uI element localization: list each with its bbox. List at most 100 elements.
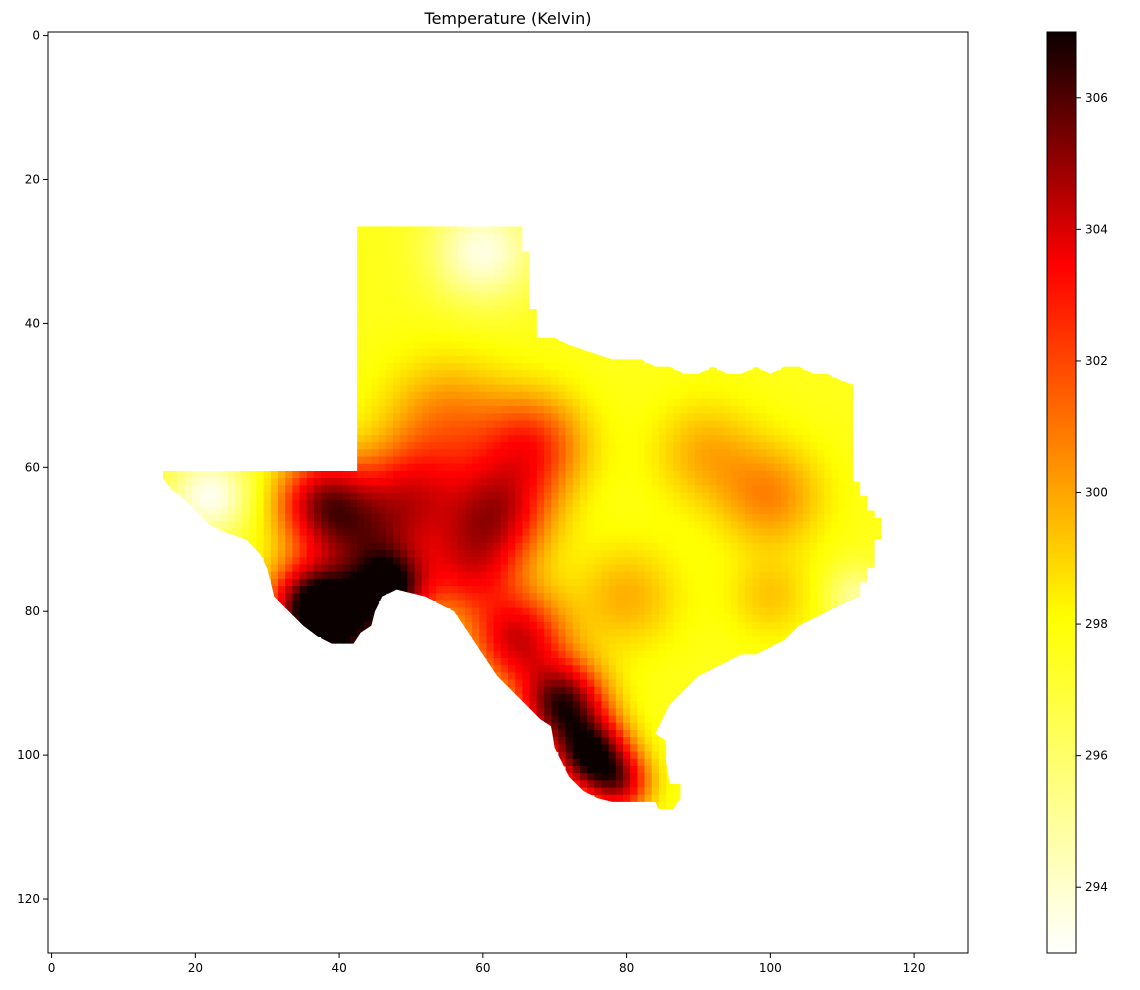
heatmap-cell — [694, 449, 703, 458]
heatmap-cell — [206, 514, 214, 522]
heatmap-cell — [486, 478, 495, 486]
heatmap-cell — [407, 470, 416, 479]
heatmap-cell — [795, 607, 804, 616]
heatmap-cell — [579, 758, 588, 767]
heatmap-cell — [508, 470, 516, 479]
heatmap-cell — [479, 298, 488, 307]
heatmap-cell — [752, 571, 761, 580]
heatmap-cell — [651, 427, 660, 436]
heatmap-cell — [773, 449, 782, 458]
heatmap-cell — [522, 262, 531, 271]
heatmap-cell — [543, 586, 552, 594]
heatmap-cell — [263, 514, 272, 522]
heatmap-cell — [357, 391, 365, 400]
heatmap-cell — [795, 413, 804, 422]
heatmap-cell — [457, 327, 466, 335]
heatmap-cell — [349, 629, 358, 638]
heatmap-cell — [587, 650, 595, 659]
heatmap-cell — [515, 506, 523, 515]
heatmap-cell — [658, 737, 667, 745]
heatmap-cell — [781, 514, 789, 522]
heatmap-cell — [630, 586, 638, 594]
heatmap-cell — [234, 492, 243, 501]
heatmap-cell — [270, 578, 279, 587]
heatmap-cell — [594, 765, 603, 774]
heatmap-cell — [515, 327, 523, 335]
heatmap-cell — [378, 247, 387, 256]
heatmap-cell — [716, 420, 725, 429]
heatmap-cell — [773, 478, 782, 486]
heatmap-cell — [400, 334, 408, 342]
heatmap-cell — [436, 506, 444, 515]
heatmap-cell — [601, 657, 610, 666]
heatmap-cell — [644, 384, 653, 393]
heatmap-cell — [479, 384, 488, 393]
heatmap-cell — [644, 737, 653, 745]
heatmap-cell — [759, 578, 768, 587]
heatmap-cell — [565, 398, 574, 407]
heatmap-cell — [349, 535, 358, 544]
heatmap-cell — [500, 586, 509, 594]
heatmap-cell — [493, 535, 502, 544]
heatmap-cell — [393, 427, 401, 436]
heatmap-cell — [795, 427, 804, 436]
heatmap-cell — [292, 528, 301, 537]
heatmap-cell — [342, 485, 351, 494]
heatmap-cell — [615, 398, 624, 407]
heatmap-cell — [306, 528, 315, 537]
y-tick-label: 40 — [25, 316, 40, 330]
heatmap-cell — [529, 643, 538, 652]
heatmap-cell — [443, 327, 452, 335]
heatmap-cell — [536, 334, 545, 342]
heatmap-cell — [788, 370, 797, 378]
heatmap-cell — [730, 600, 739, 609]
heatmap-cell — [651, 370, 660, 378]
heatmap-cell — [824, 384, 833, 393]
heatmap-cell — [393, 485, 401, 494]
heatmap-cell — [321, 492, 329, 501]
heatmap-cell — [587, 492, 595, 501]
heatmap-cell — [385, 370, 394, 378]
heatmap-cell — [436, 283, 444, 292]
heatmap-cell — [364, 434, 373, 443]
heatmap-cell — [385, 406, 394, 414]
heatmap-cell — [385, 571, 394, 580]
heatmap-cell — [500, 506, 509, 515]
heatmap-cell — [615, 463, 624, 472]
heatmap-cell — [500, 629, 509, 638]
heatmap-cell — [773, 607, 782, 616]
heatmap-cell — [781, 420, 789, 429]
heatmap-cell — [572, 442, 581, 450]
heatmap-cell — [687, 370, 696, 378]
heatmap-cell — [730, 643, 739, 652]
heatmap-cell — [853, 564, 861, 573]
heatmap-cell — [867, 506, 876, 515]
heatmap-cell — [788, 571, 797, 580]
heatmap-cell — [378, 571, 387, 580]
heatmap-cell — [551, 420, 559, 429]
heatmap-cell — [702, 456, 710, 465]
heatmap-cell — [400, 564, 408, 573]
heatmap-cell — [515, 355, 523, 364]
heatmap-cell — [479, 485, 488, 494]
y-tick-label: 120 — [17, 892, 40, 906]
heatmap-cell — [694, 657, 703, 666]
heatmap-cell — [781, 607, 789, 616]
heatmap-cell — [500, 442, 509, 450]
heatmap-cell — [321, 614, 329, 623]
heatmap-cell — [543, 629, 552, 638]
heatmap-cell — [371, 449, 380, 458]
heatmap-cell — [709, 622, 718, 630]
heatmap-cell — [421, 298, 430, 307]
heatmap-cell — [407, 398, 416, 407]
heatmap-cell — [472, 420, 480, 429]
heatmap-cell — [702, 427, 710, 436]
heatmap-cell — [464, 413, 473, 422]
heatmap-cell — [558, 722, 567, 731]
heatmap-cell — [364, 334, 373, 342]
heatmap-cell — [680, 542, 689, 551]
heatmap-cell — [702, 499, 710, 508]
heatmap-cell — [658, 427, 667, 436]
heatmap-cell — [558, 744, 567, 753]
